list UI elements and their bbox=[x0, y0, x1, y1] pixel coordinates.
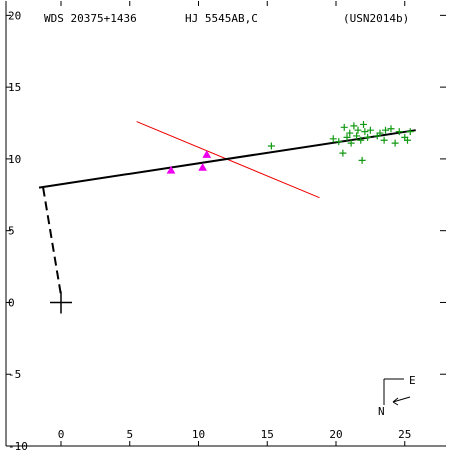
plus-point bbox=[358, 156, 366, 164]
compass-east-label: E bbox=[409, 374, 416, 387]
dashed-line bbox=[42, 187, 62, 296]
x-tick-label: 25 bbox=[398, 428, 411, 441]
plus-point bbox=[391, 139, 399, 147]
plus-point bbox=[267, 142, 275, 150]
triangle-point bbox=[202, 150, 212, 158]
plus-point bbox=[360, 120, 367, 128]
compass: E N bbox=[378, 374, 416, 418]
plus-point bbox=[339, 149, 347, 157]
x-tick-label: 10 bbox=[192, 428, 205, 441]
plus-point bbox=[376, 129, 384, 137]
primary-star-marker bbox=[50, 291, 72, 314]
y-tick-label: 15 bbox=[8, 81, 21, 94]
pair-label: HJ 5545AB,C bbox=[185, 12, 258, 25]
x-tick-label: 5 bbox=[126, 428, 133, 441]
y-tick-label: -5 bbox=[8, 368, 21, 381]
plus-point bbox=[329, 135, 337, 143]
trend-lines bbox=[38, 121, 416, 296]
triangle-point bbox=[198, 163, 208, 171]
fit-line bbox=[38, 129, 416, 189]
plus-point bbox=[361, 128, 369, 136]
plus-point bbox=[395, 128, 403, 136]
plus-point bbox=[354, 126, 362, 134]
plus-point bbox=[364, 133, 372, 141]
plot-frame bbox=[5, 1, 446, 447]
plus-point bbox=[380, 136, 388, 144]
triangle-point bbox=[166, 165, 176, 174]
plus-point bbox=[340, 123, 348, 131]
data-points bbox=[50, 120, 414, 314]
plus-point bbox=[366, 126, 374, 134]
plus-point bbox=[343, 133, 351, 141]
compass-north-label: N bbox=[378, 405, 385, 418]
motion-arrow-icon bbox=[392, 396, 411, 406]
plus-point bbox=[346, 129, 354, 137]
y-tick-label: 10 bbox=[8, 153, 21, 166]
reference-label: (USN2014b) bbox=[343, 12, 409, 25]
y-tick-label: 0 bbox=[8, 296, 15, 309]
plus-point bbox=[387, 125, 395, 133]
plus-point bbox=[353, 132, 361, 140]
plus-point bbox=[335, 138, 343, 146]
plus-point bbox=[404, 136, 411, 144]
plus-point bbox=[350, 122, 358, 130]
y-tick-label: -10 bbox=[8, 440, 28, 450]
y-tick-label: 5 bbox=[8, 225, 15, 238]
plus-point bbox=[382, 126, 389, 134]
x-tick-label: 15 bbox=[261, 428, 274, 441]
plus-point bbox=[357, 136, 365, 144]
y-tick-label: 20 bbox=[8, 9, 21, 22]
axis-ticks bbox=[6, 1, 446, 447]
plus-point bbox=[347, 139, 355, 147]
x-tick-label: 0 bbox=[58, 428, 65, 441]
wds-id-label: WDS 20375+1436 bbox=[44, 12, 137, 25]
tick-labels: 0 5 10 15 20 25 -10 -5 0 5 10 15 20 bbox=[8, 9, 411, 450]
plus-point bbox=[406, 128, 414, 136]
x-tick-label: 20 bbox=[329, 428, 342, 441]
